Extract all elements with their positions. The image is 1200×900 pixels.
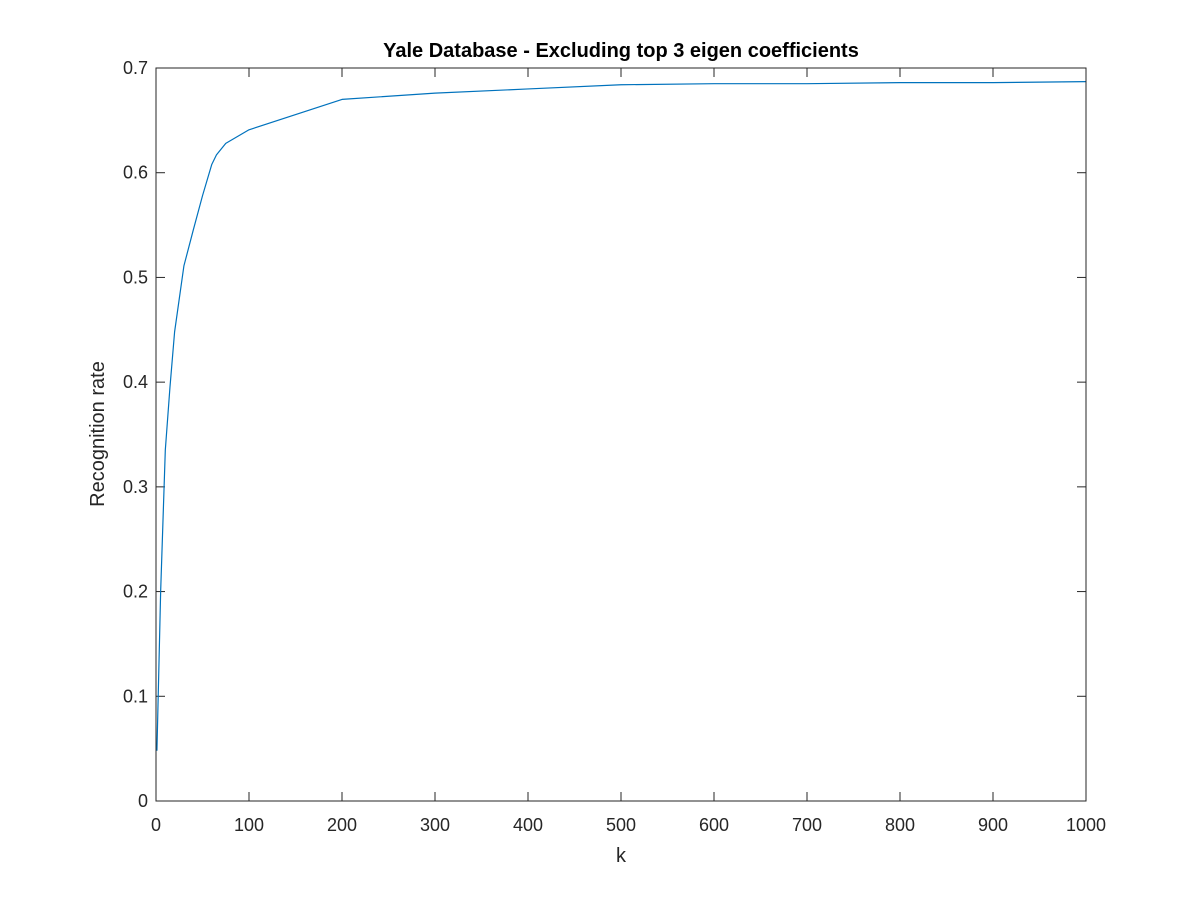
- y-tick-label: 0.1: [123, 686, 148, 706]
- y-tick-label: 0.6: [123, 163, 148, 183]
- y-tick-label: 0.7: [123, 58, 148, 78]
- y-axis-label: Recognition rate: [87, 361, 109, 507]
- y-tick-label: 0.4: [123, 372, 148, 392]
- y-tick-label: 0.2: [123, 582, 148, 602]
- x-tick-label: 800: [885, 815, 915, 835]
- axes-box: [155, 67, 1087, 802]
- x-axis-label: k: [616, 845, 627, 867]
- y-tick-label: 0: [138, 791, 148, 811]
- x-tick-label: 600: [699, 815, 729, 835]
- x-tick-label: 100: [234, 815, 264, 835]
- x-tick-label: 200: [327, 815, 357, 835]
- y-tick-label: 0.5: [123, 267, 148, 287]
- plot-area: [156, 68, 1086, 801]
- x-tick-label: 700: [792, 815, 822, 835]
- series-line-0: [156, 81, 1087, 751]
- y-tick-label: 0.3: [123, 477, 148, 497]
- x-tick-label: 300: [420, 815, 450, 835]
- x-tick-label: 900: [978, 815, 1008, 835]
- x-tick-label: 1000: [1066, 815, 1106, 835]
- x-tick-label: 0: [151, 815, 161, 835]
- x-tick-label: 500: [606, 815, 636, 835]
- x-tick-label: 400: [513, 815, 543, 835]
- chart-title: Yale Database - Excluding top 3 eigen co…: [383, 40, 859, 62]
